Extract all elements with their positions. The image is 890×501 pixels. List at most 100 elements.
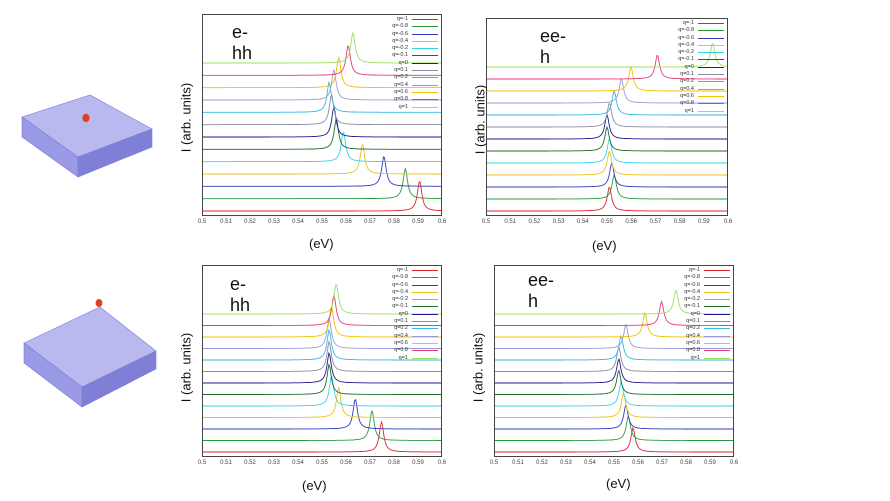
series-line-q=0.4 (495, 323, 733, 349)
legend-swatch (698, 81, 724, 83)
legend-label: q=-0.8 (678, 27, 694, 34)
legend-label: q=1 (690, 354, 700, 361)
x-tick-label: 0.53 (268, 460, 280, 466)
series-line-q=0.1 (203, 94, 441, 126)
x-axis-label-1: (eV) (309, 236, 334, 251)
y-axis-label-4: I (arb. units) (470, 332, 486, 403)
legend-swatch (412, 19, 438, 20)
legend-label: q=0 (690, 310, 700, 317)
series-line-q=1 (203, 283, 441, 315)
legend-entry: q=-0.1 (378, 52, 440, 59)
x-tick-label: 0.59 (697, 219, 710, 225)
x-tick-label: 0.52 (528, 219, 541, 225)
legend-entry: q=-0.8 (378, 274, 440, 281)
legend-swatch (704, 342, 730, 344)
series-line-q=-0.8 (495, 416, 733, 441)
legend-entry: q=0.2 (378, 74, 440, 81)
legend-entry: q=0.6 (662, 93, 726, 100)
legend-swatch (412, 91, 438, 93)
series-line-q=-0.4 (487, 150, 727, 176)
x-tick-label: 0.51 (220, 460, 232, 466)
x-axis-label-2: (eV) (592, 238, 617, 253)
series-line-q=-1 (203, 420, 441, 453)
slab-corner-illustration (23, 299, 157, 408)
x-tick-label: 0.55 (316, 219, 328, 225)
x-tick-label: 0.54 (292, 460, 304, 466)
legend-entry: q=0.2 (662, 78, 726, 85)
legend-swatch (704, 291, 730, 293)
legend-entry: q=0.4 (378, 333, 440, 340)
x-axis-label-3: (eV) (302, 478, 327, 493)
x-tick-label: 0.55 (608, 460, 620, 466)
legend-label: q=-0.6 (392, 30, 408, 37)
x-tick-label: 0.58 (388, 460, 400, 466)
legend-label: q=0 (398, 310, 408, 317)
legend-label: q=-0.1 (684, 303, 700, 310)
series-line-q=0.2 (495, 334, 733, 361)
legend-swatch (698, 110, 724, 112)
y-axis-label-1: I (arb. units) (178, 82, 194, 153)
legend-swatch (412, 299, 438, 301)
legend-entry: q=0 (662, 64, 726, 71)
legend-label: q=0.1 (394, 318, 408, 325)
legend-entry: q=0.6 (668, 340, 732, 347)
legend-entry: q=1 (662, 108, 726, 115)
legend-entry: q=0.6 (378, 89, 440, 96)
legend-label: q=-0.2 (392, 45, 408, 52)
legend-label: q=0.4 (680, 85, 694, 92)
legend-entry: q=-1 (662, 20, 726, 27)
legend-label: q=-1 (688, 267, 700, 273)
legend-entry: q=0 (378, 311, 440, 318)
x-tick-label: 0.5 (197, 219, 207, 225)
legend-swatch (412, 291, 438, 293)
legend-swatch (698, 44, 724, 46)
legend-entry: q=-0.8 (668, 274, 732, 281)
legend-swatch (412, 26, 438, 28)
series-line-q=0.1 (203, 340, 441, 372)
legend-label: q=1 (398, 354, 408, 361)
series-line-q=0.2 (487, 89, 727, 116)
x-tick-label: 0.5 (481, 219, 491, 225)
series-line-q=-1 (203, 180, 441, 212)
legend-swatch (704, 335, 730, 337)
x-tick-label: 0.57 (364, 460, 376, 466)
legend-3: q=-1 q=-0.8 q=-0.6 q=-0.4 q=-0.2 q=-0.1 q=0 q=0… (378, 267, 440, 362)
x-tick-label: 0.6 (437, 460, 447, 466)
legend-entry: q=-0.6 (668, 282, 732, 289)
series-line-q=-0.1 (203, 363, 441, 395)
legend-swatch (412, 55, 438, 57)
chart-title-2: ee-h (540, 26, 567, 67)
x-tick-label: 0.58 (388, 219, 400, 225)
legend-label: q=-0.8 (392, 274, 408, 281)
legend-swatch (698, 88, 724, 90)
series-line-q=0.8 (203, 45, 441, 76)
series-line-q=-0.6 (203, 156, 441, 187)
x-tick-label: 0.53 (560, 460, 572, 466)
legend-label: q=0.6 (686, 339, 700, 346)
legend-swatch (412, 342, 438, 344)
x-tick-label: 0.57 (364, 219, 376, 225)
legend-swatch (412, 328, 438, 330)
legend-swatch (704, 313, 730, 315)
legend-entry: q=0.1 (668, 318, 732, 325)
legend-swatch (412, 33, 438, 35)
x-tick-label: 0.52 (244, 219, 256, 225)
series-line-q=0.6 (495, 311, 733, 338)
legend-swatch (412, 270, 438, 271)
legend-entry: q=1 (378, 104, 440, 111)
x-tick-label: 0.55 (316, 460, 328, 466)
legend-swatch (704, 357, 730, 359)
legend-swatch (412, 40, 438, 42)
impurity-dot-corner (95, 299, 103, 307)
legend-entry: q=0.6 (378, 340, 440, 347)
legend-label: q=0.8 (680, 100, 694, 107)
x-axis-label-4: (eV) (606, 476, 631, 491)
legend-swatch (698, 52, 724, 54)
legend-label: q=-0.4 (684, 288, 700, 295)
legend-swatch (698, 66, 724, 68)
legend-swatch (412, 357, 438, 359)
legend-label: q=-0.4 (678, 41, 694, 48)
legend-label: q=0.8 (686, 347, 700, 354)
series-line-q=0 (203, 351, 441, 384)
legend-swatch (412, 350, 438, 352)
